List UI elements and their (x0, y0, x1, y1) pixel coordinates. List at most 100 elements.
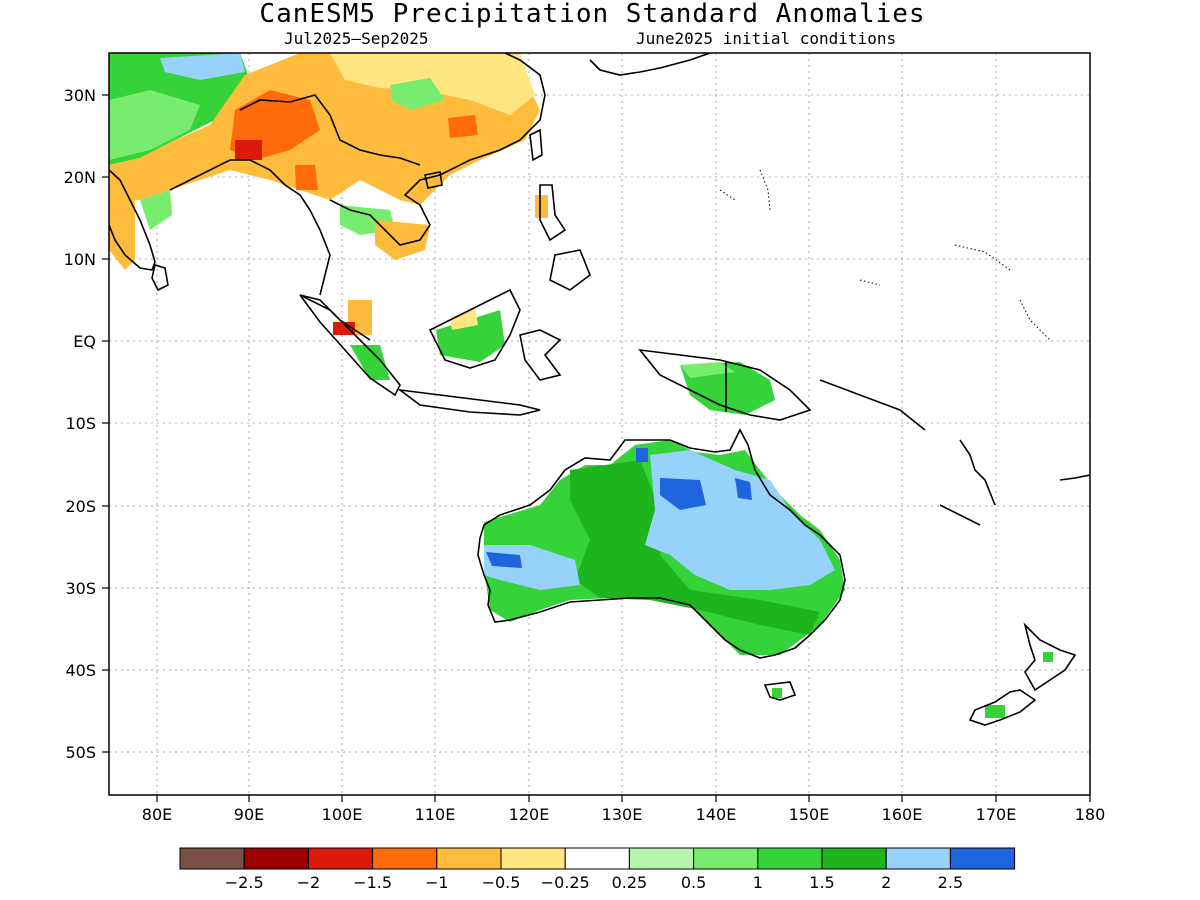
latitude-labels: 30N 20N 10N EQ 10S 20S 30S 40S 50S (64, 86, 96, 762)
anomaly-green-tasmania (772, 688, 782, 698)
coast-taiwan (529, 128, 543, 162)
anomaly-orange-philippines (535, 195, 548, 218)
lat-label: 40S (65, 661, 96, 680)
lon-label: 90E (234, 805, 264, 824)
lon-label: 160E (882, 805, 923, 824)
colorbar-swatch (949, 847, 1016, 870)
colorbar-swatch (821, 847, 887, 870)
lat-label: EQ (73, 332, 96, 351)
anomaly-green-new-zealand (985, 705, 1005, 718)
coast-japan (589, 53, 711, 76)
anomaly-blue-himalaya (160, 53, 245, 80)
lon-label: 120E (509, 805, 550, 824)
forecast-period: Jul2025–Sep2025 (284, 29, 429, 48)
anomaly-red-sumatra (333, 322, 355, 335)
colorbar-label: 1.5 (809, 873, 834, 892)
lat-label: 50S (65, 743, 96, 762)
colorbar-label: −1.5 (353, 873, 392, 892)
coast-hainan (424, 171, 443, 189)
colorbar-swatch (885, 847, 951, 870)
colorbar-swatch (436, 847, 502, 870)
coast-fiji (1059, 474, 1090, 481)
coast-tasmania (763, 681, 797, 701)
coastlines (109, 53, 1090, 726)
colorbar-swatch (372, 847, 438, 870)
anomaly-red-bangladesh (235, 140, 262, 160)
colorbar: −2.5 −2 −1.5 −1 −0.5 −0.25 0.25 0.5 1 1.5 2 2.5 (179, 847, 1016, 892)
lat-label: 20S (65, 497, 96, 516)
colorbar-label: 0.25 (612, 873, 648, 892)
coast-new-caledonia (939, 504, 981, 526)
anomaly-field (109, 53, 1053, 718)
lat-lon-grid (102, 53, 1091, 802)
coast-nz-north (1023, 622, 1077, 692)
anomaly-darkorange-east (448, 115, 478, 138)
colorbar-swatch (757, 847, 823, 870)
anomaly-darkgreen-australia (570, 460, 820, 635)
anomaly-green-india-mid (140, 190, 172, 230)
coast-sumatra (299, 294, 401, 397)
colorbar-swatch (693, 847, 759, 870)
colorbar-label: −2.5 (225, 873, 264, 892)
coast-sulawesi (519, 329, 562, 381)
colorbar-label: 2 (881, 873, 891, 892)
lat-label: 20N (64, 168, 96, 187)
coast-borneo (428, 288, 521, 369)
lon-label: 180 (1075, 805, 1106, 824)
lat-label: 10N (64, 250, 96, 269)
anomaly-green-new-zealand-north (1043, 652, 1053, 662)
coast-mindanao (549, 249, 591, 291)
coast-china-interior (239, 94, 421, 166)
coast-new-guinea (638, 348, 812, 421)
colorbar-label: −0.25 (541, 873, 590, 892)
anomaly-green-sumatra (350, 345, 390, 380)
colorbar-label: −2 (297, 873, 321, 892)
colorbar-label: −1 (425, 873, 449, 892)
anomaly-blue-top-end (636, 448, 648, 462)
anomaly-lightgreen-png (680, 362, 735, 378)
coast-bay-of-bengal (169, 159, 331, 296)
anomaly-blue-west-australia (486, 552, 522, 568)
lon-label: 80E (142, 805, 172, 824)
colorbar-label: 1 (753, 873, 763, 892)
colorbar-swatch (628, 847, 695, 870)
coast-luzon (539, 184, 567, 242)
lat-label: 10S (65, 414, 96, 433)
colorbar-label: 2.5 (938, 873, 963, 892)
anomaly-green-china (390, 78, 445, 110)
coast-sri-lanka (151, 263, 169, 292)
lon-label: 170E (976, 805, 1017, 824)
lon-label: 100E (322, 805, 363, 824)
coast-vanuatu (959, 439, 996, 506)
lon-label: 110E (415, 805, 456, 824)
colorbar-label: −0.5 (482, 873, 521, 892)
longitude-labels: 80E 90E 100E 110E 120E 130E 140E 150E 160E 170E 18… (142, 805, 1106, 824)
anomaly-yellow-borneo (450, 308, 478, 330)
anomaly-orange-vietnam (375, 220, 430, 260)
initial-conditions: June2025 initial conditions (636, 29, 897, 48)
plot-frame (108, 52, 1091, 796)
anomaly-orange-india-west (109, 200, 135, 270)
anomaly-lightgreen-india (109, 90, 200, 160)
anomaly-green-borneo (436, 310, 505, 362)
coast-australia (477, 428, 846, 659)
anomaly-blue-north-australia (660, 478, 706, 510)
colorbar-label: 0.5 (681, 873, 706, 892)
dotted-islands (719, 169, 1051, 341)
colorbar-swatch (307, 847, 374, 870)
colorbar-swatch (564, 847, 630, 870)
coast-nz-south (968, 689, 1037, 726)
lat-label: 30S (65, 579, 96, 598)
lon-label: 150E (789, 805, 830, 824)
coast-solomons (819, 379, 926, 431)
coast-java (397, 388, 541, 416)
anomaly-darkorange-myanmar (295, 165, 318, 190)
lon-label: 140E (696, 805, 737, 824)
lat-label: 30N (64, 86, 96, 105)
map-title: CanESM5 Precipitation Standard Anomalies (259, 0, 926, 29)
colorbar-swatch (500, 847, 566, 870)
colorbar-swatch (243, 847, 309, 870)
coast-indochina (329, 53, 546, 246)
colorbar-swatch (179, 847, 245, 870)
